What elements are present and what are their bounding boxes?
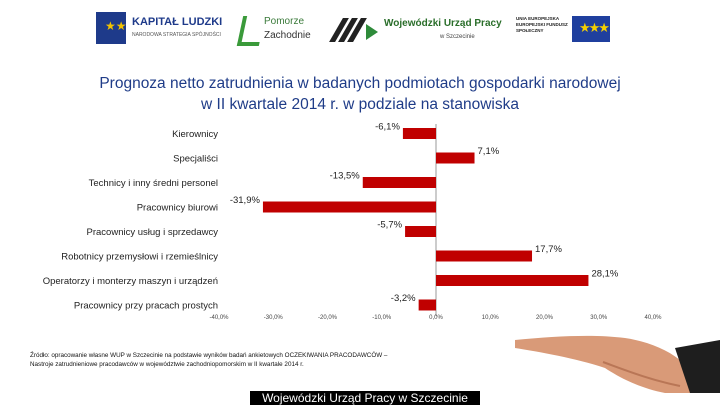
value-label: -3,2% <box>391 293 416 304</box>
bar <box>436 250 533 262</box>
bar <box>436 152 475 164</box>
category-label: Technicy i inny średni personel <box>89 178 218 189</box>
bar <box>418 299 436 311</box>
value-label: 7,1% <box>478 146 500 157</box>
x-tick-label: 0,0% <box>429 315 443 321</box>
pomorze-line2: Zachodnie <box>264 30 311 41</box>
category-label: Pracownicy usług i sprzedawcy <box>87 227 219 238</box>
value-label: -13,5% <box>330 171 361 182</box>
logo-strip: ★★ KAPITAŁ LUDZKI NARODOWA STRATEGIA SPÓ… <box>0 0 720 56</box>
value-label: -5,7% <box>377 220 402 231</box>
wup-city: w Szczecinie <box>440 34 475 40</box>
wup-name: Wojewódzki Urząd Pracy <box>384 18 502 29</box>
kapital-ludzki-name: KAPITAŁ LUDZKI <box>132 16 223 28</box>
bar-chart: Kierownicy -6,1% Specjaliści 7,1% Technicy i… <box>43 122 662 321</box>
value-label: 17,7% <box>535 244 562 255</box>
category-label: Pracownicy biurowi <box>137 203 218 214</box>
kapital-ludzki-logo: ★★ KAPITAŁ LUDZKI NARODOWA STRATEGIA SPÓ… <box>96 12 222 46</box>
x-tick-label: -20,0% <box>318 315 338 321</box>
chart-title-line1: Prognoza netto zatrudnienia w badanych p… <box>99 75 621 92</box>
wup-logo: Wojewódzki Urząd Pracy w Szczecinie <box>329 12 502 48</box>
category-label: Robotnicy przemysłowi i rzemieślnicy <box>61 252 218 263</box>
footer: Wojewódzki Urząd Pracy w Szczecinie <box>0 391 720 405</box>
arrow-right-icon <box>366 24 378 40</box>
chart-title: Prognoza netto zatrudnienia w badanych p… <box>40 73 680 115</box>
eu-logo: UNIA EUROPEJSKA EUROPEJSKI FUNDUSZ SPOŁE… <box>516 14 612 44</box>
category-label: Pracownicy przy pracach prostych <box>74 301 218 312</box>
footer-bar <box>250 391 480 405</box>
x-tick-label: 30,0% <box>590 315 608 321</box>
bar <box>362 177 436 188</box>
eu-flag-icon: ★★★ <box>572 16 610 42</box>
pomorze-line1: Pomorze <box>264 16 305 27</box>
x-tick-label: -10,0% <box>372 315 392 321</box>
kapital-ludzki-flag-icon: ★★ <box>96 12 127 44</box>
checkmark-icon <box>236 16 266 46</box>
pomorze-zachodnie-logo: Pomorze Zachodnie <box>236 14 320 48</box>
x-tick-label: -40,0% <box>209 315 229 321</box>
kapital-ludzki-subtitle: NARODOWA STRATEGIA SPÓJNOŚCI <box>132 32 221 38</box>
x-tick-label: 20,0% <box>536 315 554 321</box>
x-tick-label: 10,0% <box>482 315 500 321</box>
category-label: Kierownicy <box>172 129 218 140</box>
eu-text: UNIA EUROPEJSKA EUROPEJSKI FUNDUSZ SPOŁE… <box>516 16 568 33</box>
category-label: Operatorzy i monterzy maszyn i urządzeń <box>43 276 218 287</box>
value-label: -31,9% <box>230 195 261 206</box>
bar <box>436 275 589 286</box>
category-label: Specjaliści <box>173 154 218 165</box>
footer-text: Wojewódzki Urząd Pracy w Szczecinie <box>262 391 468 405</box>
value-label: 28,1% <box>591 269 618 280</box>
pointing-hand-icon <box>515 335 720 393</box>
value-label: -6,1% <box>375 122 400 133</box>
x-tick-label: -30,0% <box>264 315 284 321</box>
x-tick-label: 40,0% <box>644 315 662 321</box>
bar <box>405 226 436 237</box>
bar <box>262 201 436 213</box>
bar <box>402 128 436 139</box>
source-note: Źródło: opracowanie własne WUP w Szczeci… <box>30 352 388 368</box>
chart-title-line2: w II kwartale 2014 r. w podziale na stan… <box>201 96 519 113</box>
